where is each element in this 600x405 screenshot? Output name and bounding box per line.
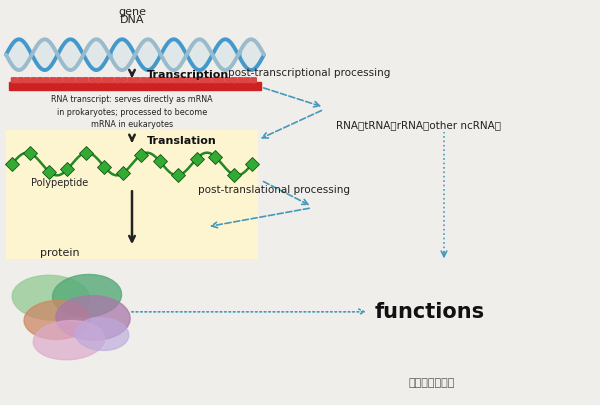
- FancyBboxPatch shape: [167, 78, 172, 83]
- Ellipse shape: [12, 275, 90, 320]
- FancyBboxPatch shape: [83, 78, 88, 83]
- FancyBboxPatch shape: [141, 78, 146, 83]
- FancyBboxPatch shape: [160, 78, 166, 83]
- FancyBboxPatch shape: [199, 78, 205, 83]
- FancyBboxPatch shape: [11, 78, 17, 83]
- FancyBboxPatch shape: [186, 78, 191, 83]
- Bar: [9, 82, 261, 90]
- FancyBboxPatch shape: [37, 78, 43, 83]
- FancyBboxPatch shape: [63, 78, 68, 83]
- FancyBboxPatch shape: [121, 78, 127, 83]
- FancyBboxPatch shape: [57, 78, 62, 83]
- FancyBboxPatch shape: [232, 78, 237, 83]
- FancyBboxPatch shape: [128, 78, 133, 83]
- FancyBboxPatch shape: [238, 78, 244, 83]
- FancyBboxPatch shape: [212, 78, 217, 83]
- FancyBboxPatch shape: [115, 78, 121, 83]
- Text: Translation: Translation: [147, 136, 217, 145]
- Text: gene: gene: [118, 7, 146, 17]
- FancyBboxPatch shape: [89, 78, 94, 83]
- FancyBboxPatch shape: [31, 78, 36, 83]
- FancyBboxPatch shape: [25, 78, 30, 83]
- FancyBboxPatch shape: [218, 78, 224, 83]
- FancyBboxPatch shape: [244, 78, 250, 83]
- Text: protein: protein: [40, 248, 80, 258]
- FancyBboxPatch shape: [102, 78, 107, 83]
- Text: RNA transcript: serves directly as mRNA
in prokaryotes; processed to become
mRNA: RNA transcript: serves directly as mRNA …: [51, 95, 213, 129]
- Ellipse shape: [56, 296, 130, 340]
- Text: functions: functions: [375, 302, 485, 322]
- FancyBboxPatch shape: [173, 78, 179, 83]
- Text: Transcription: Transcription: [147, 70, 229, 80]
- FancyBboxPatch shape: [180, 78, 185, 83]
- FancyBboxPatch shape: [251, 78, 256, 83]
- Text: post-translational processing: post-translational processing: [198, 185, 350, 195]
- FancyBboxPatch shape: [134, 78, 140, 83]
- Ellipse shape: [75, 318, 129, 350]
- Ellipse shape: [33, 321, 105, 360]
- FancyBboxPatch shape: [109, 78, 114, 83]
- Text: RNA（tRNA、rRNA、other ncRNA）: RNA（tRNA、rRNA、other ncRNA）: [336, 121, 501, 130]
- Ellipse shape: [24, 301, 90, 339]
- FancyBboxPatch shape: [95, 78, 101, 83]
- Text: post-transcriptional processing: post-transcriptional processing: [228, 68, 391, 78]
- FancyBboxPatch shape: [154, 78, 159, 83]
- FancyBboxPatch shape: [148, 78, 153, 83]
- FancyBboxPatch shape: [193, 78, 198, 83]
- FancyBboxPatch shape: [206, 78, 211, 83]
- Ellipse shape: [52, 275, 122, 317]
- FancyBboxPatch shape: [70, 78, 75, 83]
- Text: DNA: DNA: [120, 15, 144, 25]
- FancyBboxPatch shape: [50, 78, 56, 83]
- Text: 兴顺影视资讯网: 兴顺影视资讯网: [408, 378, 454, 388]
- FancyBboxPatch shape: [76, 78, 82, 83]
- FancyBboxPatch shape: [6, 130, 258, 259]
- FancyBboxPatch shape: [225, 78, 230, 83]
- FancyBboxPatch shape: [44, 78, 49, 83]
- Text: Polypeptide: Polypeptide: [31, 178, 89, 188]
- FancyBboxPatch shape: [18, 78, 23, 83]
